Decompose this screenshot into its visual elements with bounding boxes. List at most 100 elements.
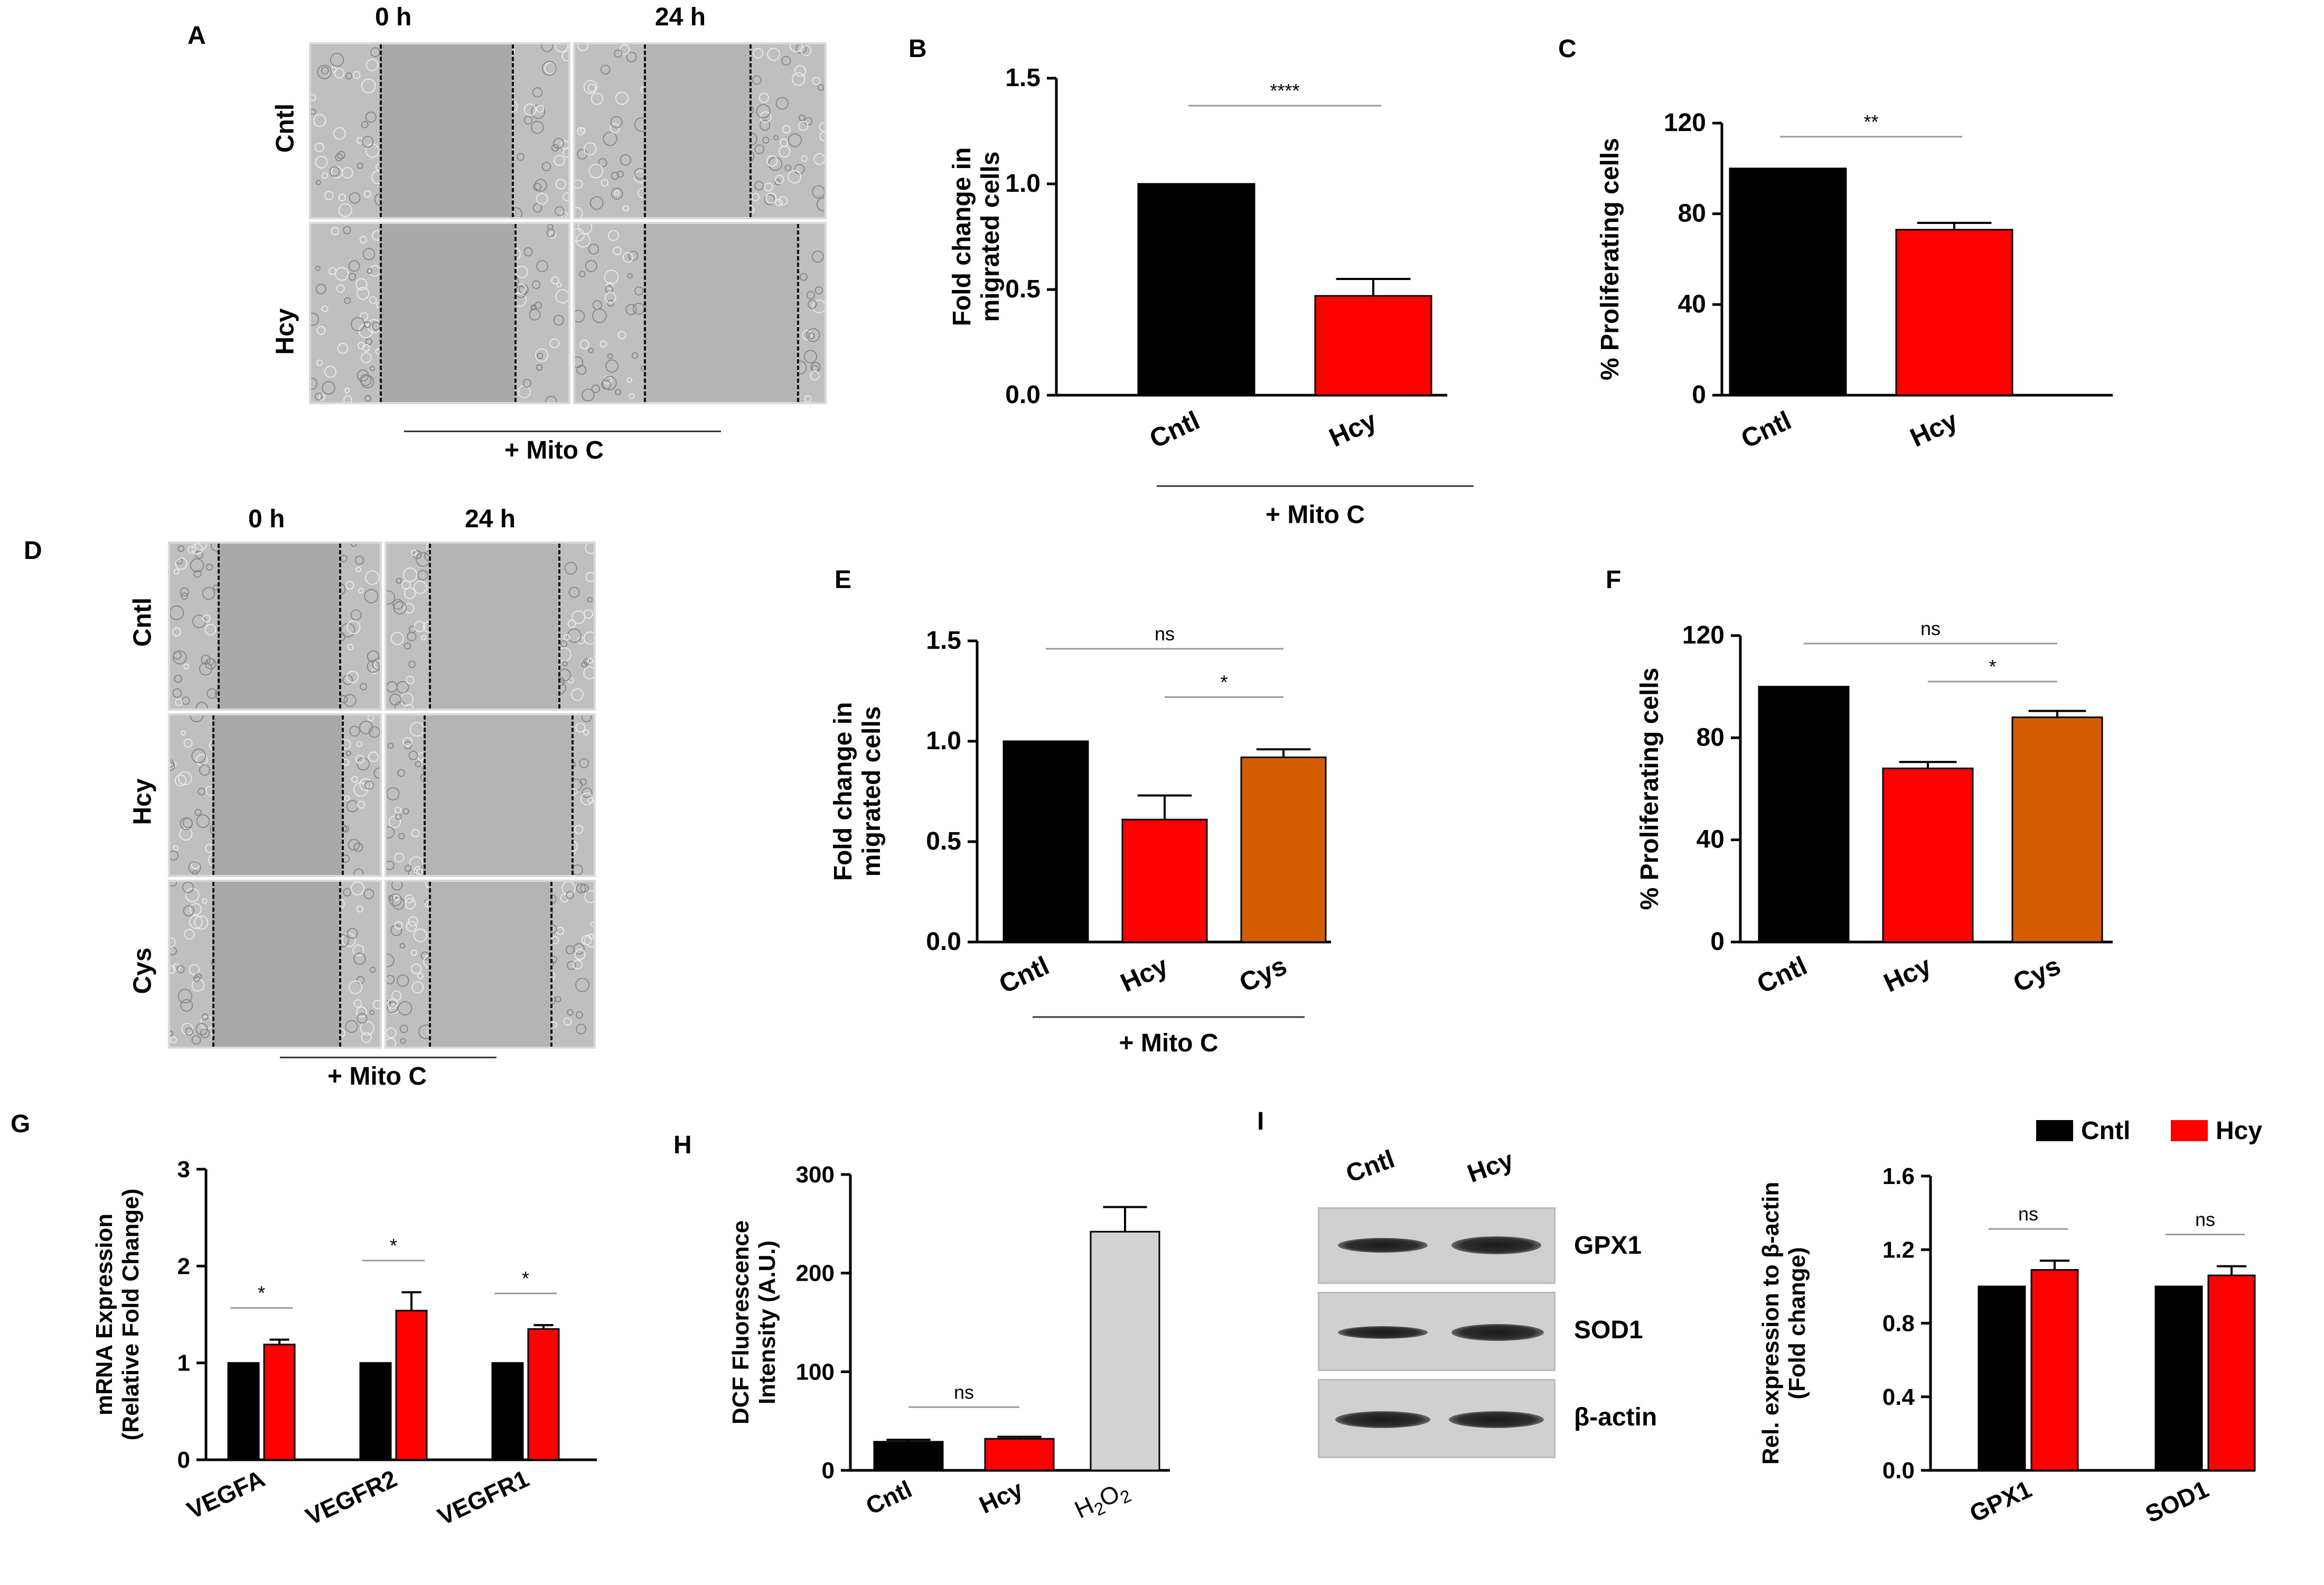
chart-g-y-tick-label: 2 xyxy=(177,1253,190,1279)
blot-label-beta-actin: β-actin xyxy=(1574,1403,1657,1431)
chart-c-y-tick-label: 80 xyxy=(1678,200,1706,228)
panel-a-image-cntl-0h xyxy=(309,42,570,219)
chart-g-bar-vegfr1-cntl xyxy=(491,1362,524,1461)
chart-c-y-axis-label: % Proliferating cells xyxy=(1596,138,1624,380)
chart-e-panel-letter: E xyxy=(835,566,851,594)
blot-label-sod1: SOD1 xyxy=(1574,1316,1643,1344)
chart-g-significance-label: * xyxy=(258,1282,265,1304)
panel-a-treatment-label: + Mito C xyxy=(504,436,604,464)
chart-e-category-label: Cys xyxy=(1235,950,1291,998)
chart-g-bar-vegfr2-cntl xyxy=(359,1362,392,1461)
chart-f-significance-label: ns xyxy=(1920,618,1941,639)
panel-a-time-0h: 0 h xyxy=(375,3,412,31)
chart-i-legend-swatch-hcy xyxy=(2171,1120,2208,1141)
chart-g-bar-vegfa-cntl xyxy=(227,1362,260,1461)
chart-g-y-tick-label: 3 xyxy=(177,1157,190,1182)
chart-b-bar-hcy xyxy=(1314,295,1432,396)
panel-d-time-24h: 24 h xyxy=(465,505,516,533)
chart-g-y-axis-label: mRNA Expression xyxy=(91,1214,117,1415)
chart-g-y-tick-label: 1 xyxy=(177,1350,190,1376)
chart-c-y-tick-label: 40 xyxy=(1678,290,1706,318)
chart-e-bar-hcy xyxy=(1121,818,1208,943)
chart-h-y-tick-label: 300 xyxy=(796,1162,835,1188)
panel-d-treatment-label: + Mito C xyxy=(327,1062,427,1090)
chart-f-category-label: Cntl xyxy=(1753,950,1812,999)
chart-h-bar-hcy xyxy=(984,1438,1055,1471)
panel-letter-i: I xyxy=(1257,1107,1264,1135)
chart-b-category-label: Cntl xyxy=(1145,405,1204,454)
panel-d-time-0h: 0 h xyxy=(248,505,285,533)
chart-h-significance-label: ns xyxy=(954,1381,974,1403)
chart-i-significance-label: ns xyxy=(2018,1203,2038,1225)
chart-g-category-label: VEGFR1 xyxy=(433,1465,533,1531)
chart-i-y-axis-label: Rel. expression to β-actin xyxy=(1758,1182,1784,1465)
chart-i-bar-gpx1-cntl xyxy=(1978,1285,2026,1471)
panel-d-image-cys-0h xyxy=(168,880,382,1049)
panel-letter-d: D xyxy=(24,537,42,565)
chart-f-y-axis-label: % Proliferating cells xyxy=(1636,668,1664,910)
chart-b-y-tick-label: 0.5 xyxy=(1005,275,1041,303)
chart-h-y-tick-label: 200 xyxy=(796,1261,835,1286)
chart-e-group-label: + Mito C xyxy=(1119,1029,1219,1057)
chart-i-category-label: SOD1 xyxy=(2141,1475,2213,1528)
chart-i-bar-sod1-cntl xyxy=(2154,1285,2203,1471)
chart-e-y-axis-label: Fold change in xyxy=(829,702,857,881)
chart-c-bar-hcy xyxy=(1895,229,2013,396)
chart-f-y-tick-label: 0 xyxy=(1710,928,1725,956)
chart-g-bar-vegfa-hcy xyxy=(263,1344,296,1461)
chart-b-y-tick-label: 1.5 xyxy=(1005,64,1041,92)
chart-h-panel-letter: H xyxy=(673,1131,692,1159)
chart-g-panel-letter: G xyxy=(11,1110,30,1138)
chart-h-bar-h2o2 xyxy=(1090,1230,1160,1471)
chart-f-panel-letter: F xyxy=(1606,566,1621,594)
chart-i-bar-gpx1-hcy xyxy=(2030,1269,2079,1471)
chart-b-y-tick-label: 1.0 xyxy=(1005,170,1041,198)
chart-h-category-label: Hcy xyxy=(975,1475,1027,1519)
chart-i-bar-sod1-hcy xyxy=(2207,1274,2256,1471)
chart-f-bar-hcy xyxy=(1882,767,1974,943)
chart-h-y-tick-label: 100 xyxy=(796,1359,835,1385)
chart-f-bar-cys xyxy=(2011,716,2103,943)
chart-c-panel-letter: C xyxy=(1558,35,1577,63)
chart-g-y-tick-label: 0 xyxy=(177,1447,190,1473)
chart-b-group-label: + Mito C xyxy=(1266,501,1365,529)
chart-g-category-label: VEGFA xyxy=(183,1465,269,1524)
chart-b-y-axis-label: Fold change in xyxy=(948,147,976,327)
panel-a-image-hcy-24h xyxy=(573,222,827,404)
chart-f-y-tick-label: 80 xyxy=(1697,723,1725,751)
chart-g-significance-label: * xyxy=(522,1267,529,1289)
chart-c-category-label: Hcy xyxy=(1906,405,1962,453)
panel-d-image-cntl-24h xyxy=(385,542,596,711)
chart-c-bar-cntl xyxy=(1729,167,1847,396)
blot-label-gpx1: GPX1 xyxy=(1574,1232,1642,1260)
panel-d-image-cys-24h xyxy=(385,880,596,1049)
panel-d-treatment-line xyxy=(280,1057,496,1058)
chart-e-bar-cntl xyxy=(1002,740,1089,943)
blot-gpx1 xyxy=(1318,1207,1555,1284)
chart-h-y-tick-label: 0 xyxy=(822,1458,835,1484)
chart-i-y-tick-label: 1.2 xyxy=(1882,1237,1915,1263)
chart-g-bar-vegfr1-hcy xyxy=(527,1328,560,1461)
chart-i-category-label: GPX1 xyxy=(1965,1475,2036,1527)
chart-c-significance-label: ** xyxy=(1863,111,1878,133)
chart-e-category-label: Cntl xyxy=(995,950,1054,999)
chart-b-y-axis-label: migrated cells xyxy=(977,152,1005,322)
chart-c-y-tick-label: 120 xyxy=(1664,109,1706,137)
chart-i-y-tick-label: 1.6 xyxy=(1882,1163,1915,1189)
chart-i-legend-label-hcy: Hcy xyxy=(2216,1117,2262,1145)
chart-f-y-tick-label: 120 xyxy=(1682,621,1725,649)
chart-c-y-tick-label: 0 xyxy=(1692,381,1706,409)
panel-d-image-hcy-24h xyxy=(385,713,596,877)
panel-a-image-hcy-0h xyxy=(309,222,570,404)
chart-i-y-tick-label: 0.4 xyxy=(1882,1384,1915,1410)
chart-i-y-tick-label: 0.0 xyxy=(1882,1458,1915,1484)
chart-i-y-tick-label: 0.8 xyxy=(1882,1311,1915,1337)
chart-h-category-label: Cntl xyxy=(861,1475,916,1520)
chart-b-y-tick-label: 0.0 xyxy=(1005,381,1041,409)
chart-c-category-label: Cntl xyxy=(1737,405,1796,454)
chart-e-y-tick-label: 1.5 xyxy=(926,627,961,655)
chart-g-bar-vegfr2-hcy xyxy=(395,1310,428,1461)
panel-d-image-hcy-0h xyxy=(168,713,382,877)
chart-g-significance-label: * xyxy=(390,1235,397,1256)
